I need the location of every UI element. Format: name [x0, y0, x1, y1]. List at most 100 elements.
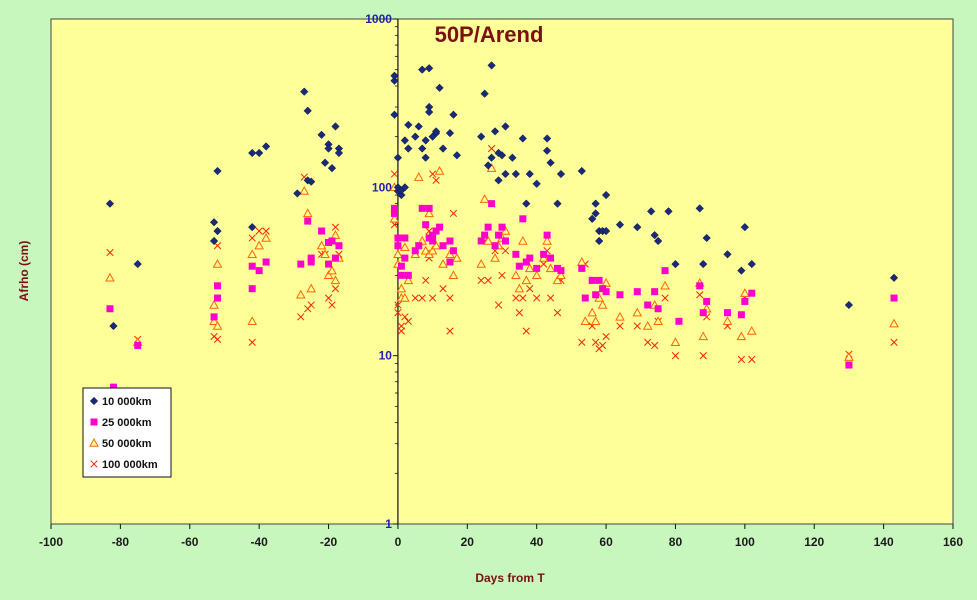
data-point-triangle — [698, 331, 709, 341]
data-point-diamond — [671, 259, 680, 269]
data-point-x — [297, 313, 305, 321]
data-point-triangle — [483, 235, 493, 245]
data-point-triangle — [247, 249, 258, 259]
data-point-square — [654, 305, 662, 313]
data-point-x — [418, 294, 426, 302]
data-point-x — [390, 170, 399, 178]
data-point-square — [325, 260, 333, 268]
data-point-square — [477, 237, 485, 245]
data-point-x — [432, 176, 440, 185]
x-tick-label: 0 — [395, 535, 402, 549]
data-point-square — [578, 264, 586, 272]
data-point-diamond — [633, 223, 642, 232]
data-point-triangle — [212, 320, 223, 330]
data-point-diamond — [664, 207, 673, 216]
data-point-x — [331, 285, 340, 293]
data-point-diamond — [418, 65, 427, 74]
data-point-triangle — [434, 165, 445, 175]
legend-label: 25 000km — [102, 417, 152, 429]
data-point-triangle — [746, 326, 757, 335]
data-point-triangle — [524, 263, 535, 273]
data-point-square — [429, 237, 437, 245]
data-point-diamond — [307, 177, 316, 186]
data-point-triangle — [320, 249, 330, 259]
data-point-square — [307, 258, 315, 266]
data-point-diamond — [303, 106, 312, 115]
data-point-triangle — [330, 275, 341, 285]
data-point-square — [581, 294, 589, 302]
x-tick-label: -60 — [181, 535, 199, 549]
data-point-x — [248, 234, 256, 242]
data-point-diamond — [723, 250, 732, 259]
data-point-triangle — [452, 253, 462, 262]
data-point-triangle — [476, 259, 487, 268]
data-point-square — [661, 267, 669, 275]
data-point-diamond — [480, 89, 489, 98]
data-point-diamond — [844, 300, 854, 310]
legend-marker-x — [90, 460, 98, 468]
data-point-x — [422, 276, 430, 285]
data-point-square — [394, 234, 402, 242]
data-point-x — [494, 301, 503, 309]
data-point-x — [446, 294, 454, 302]
data-point-triangle — [431, 240, 441, 250]
data-point-square — [304, 217, 312, 225]
data-point-square — [214, 282, 222, 290]
data-point-square — [415, 242, 423, 250]
chart-title: 50P/Arend — [435, 22, 544, 47]
data-point-diamond — [577, 166, 586, 176]
data-point-triangle — [299, 186, 310, 195]
data-point-diamond — [653, 236, 663, 246]
legend-label: 10 000km — [102, 396, 152, 408]
data-point-triangle — [542, 235, 552, 245]
data-point-diamond — [483, 161, 493, 170]
data-point-diamond — [445, 128, 455, 138]
data-point-x — [106, 248, 114, 257]
data-point-diamond — [404, 144, 413, 153]
data-point-diamond — [615, 220, 625, 229]
legend-label: 50 000km — [102, 438, 152, 450]
data-point-square — [703, 297, 711, 305]
data-point-square — [699, 309, 707, 317]
data-point-square — [741, 297, 749, 305]
data-point-x — [553, 309, 562, 317]
data-point-diamond — [393, 153, 403, 162]
data-point-diamond — [494, 148, 503, 158]
data-point-diamond — [421, 153, 430, 162]
data-point-triangle — [295, 289, 306, 299]
data-point-square — [214, 294, 222, 302]
x-tick-label: 160 — [943, 535, 963, 549]
data-point-diamond — [327, 163, 337, 173]
data-point-x — [262, 227, 270, 235]
data-point-square — [397, 271, 405, 279]
data-point-x — [428, 294, 437, 302]
data-point-diamond — [424, 64, 434, 73]
data-point-x — [248, 338, 256, 346]
x-tick-label: 120 — [804, 535, 824, 549]
data-point-x — [331, 223, 340, 231]
data-point-diamond — [293, 189, 302, 198]
x-axis-ticks: -100 -80 -60 -40 -20 0 20 40 60 80 100 120 140 160 — [39, 524, 963, 549]
data-point-triangle — [254, 240, 265, 250]
data-point-triangle — [424, 208, 434, 218]
legend-marker-diamond — [89, 396, 99, 406]
data-point-x — [397, 322, 406, 330]
data-point-triangle — [490, 253, 500, 262]
data-point-diamond — [209, 218, 219, 227]
data-point-triangle — [403, 275, 414, 285]
data-point-diamond — [699, 259, 708, 269]
data-point-triangle — [316, 240, 327, 250]
data-point-triangle — [590, 316, 601, 326]
y-axis-ticks: 1 10 100 1000 — [365, 12, 398, 531]
data-point-diamond — [695, 204, 704, 213]
x-tick-label: 40 — [530, 535, 544, 549]
data-point-triangle — [448, 270, 459, 280]
data-point-x — [644, 338, 652, 346]
data-point-x — [404, 317, 412, 325]
data-point-square — [446, 237, 454, 245]
data-point-square — [748, 289, 756, 297]
data-point-diamond — [747, 259, 756, 269]
data-point-triangle — [323, 270, 334, 280]
data-point-square — [318, 227, 326, 235]
data-point-square — [547, 254, 555, 262]
